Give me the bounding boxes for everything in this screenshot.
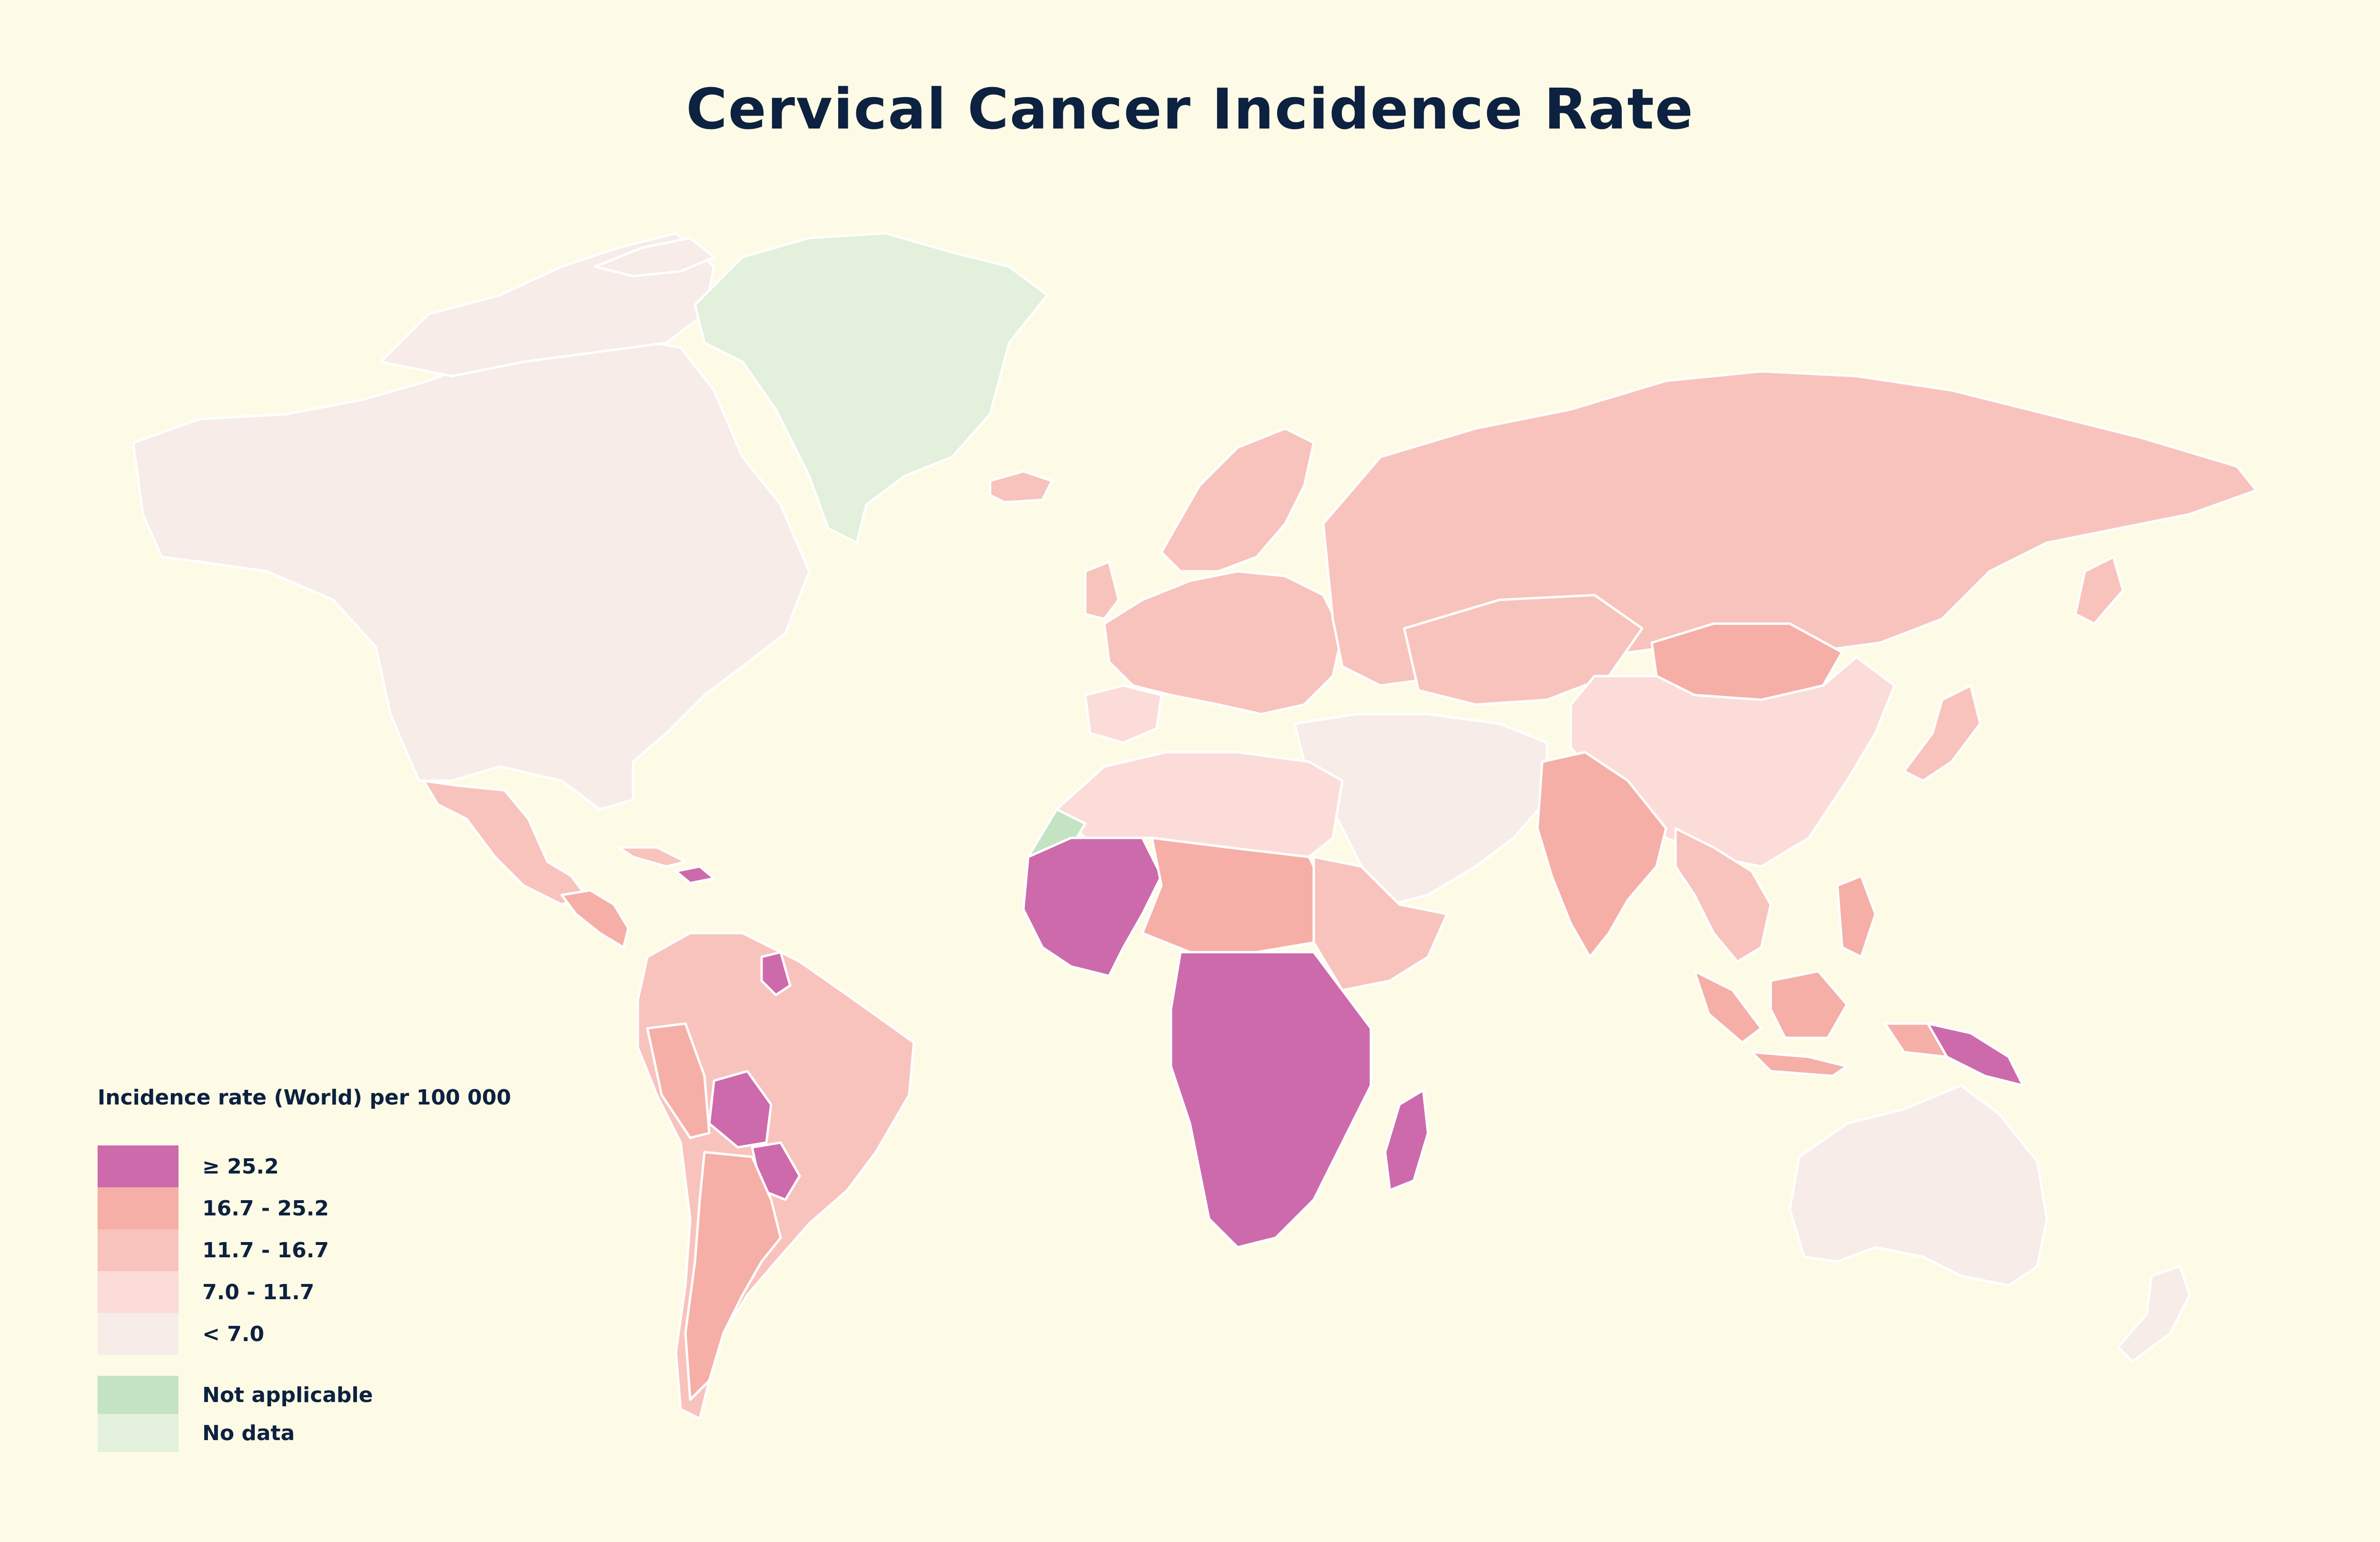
legend-label: No data (202, 1421, 295, 1445)
region-argentina (684, 1151, 782, 1401)
legend-label: 7.0 - 11.7 (202, 1280, 315, 1304)
region-iberia (1084, 684, 1163, 744)
legend-label: < 7.0 (202, 1322, 265, 1346)
region-central-south-africa (1170, 951, 1372, 1249)
region-guyana-suriname (760, 951, 792, 996)
region-uk (1084, 560, 1120, 620)
region-kamchatka (2074, 556, 2124, 625)
region-bolivia (708, 1070, 773, 1149)
region-india (1536, 751, 1667, 958)
region-europe (1103, 570, 1344, 716)
region-west-africa (1022, 836, 1163, 977)
legend-item: 7.0 - 11.7 (98, 1271, 511, 1313)
legend-swatch (98, 1414, 178, 1452)
region-middle-east (1293, 713, 1548, 906)
map-title: Cervical Cancer Incidence Rate (686, 76, 1694, 142)
legend-item: ≥ 25.2 (98, 1145, 511, 1187)
legend: Incidence rate (World) per 100 000 ≥ 25.… (98, 1085, 511, 1452)
region-greenland (694, 232, 1049, 544)
legend-label: 16.7 - 25.2 (202, 1196, 329, 1221)
region-new-zealand (2117, 1265, 2191, 1363)
region-java (1750, 1051, 1848, 1077)
legend-swatch (98, 1229, 178, 1271)
legend-item: 16.7 - 25.2 (98, 1187, 511, 1229)
region-philippines (1836, 875, 1877, 958)
legend-item: Not applicable (98, 1376, 511, 1414)
legend-item: No data (98, 1414, 511, 1452)
region-borneo (1769, 970, 1848, 1039)
region-east-africa (1312, 856, 1448, 992)
legend-swatch (98, 1376, 178, 1414)
legend-label: ≥ 25.2 (202, 1154, 279, 1179)
legend-swatch (98, 1271, 178, 1313)
legend-swatch (98, 1187, 178, 1229)
region-haiti (674, 865, 715, 885)
legend-item: 11.7 - 16.7 (98, 1229, 511, 1271)
region-japan (1903, 684, 1982, 782)
region-andes-west (646, 1022, 711, 1139)
region-iceland (989, 470, 1053, 504)
region-arctic-island-north (594, 237, 715, 278)
region-scandinavia (1160, 427, 1315, 573)
legend-title: Incidence rate (World) per 100 000 (98, 1085, 511, 1110)
region-mexico (422, 779, 587, 906)
region-new-guinea-west (1884, 1022, 1948, 1058)
region-sahel (1141, 836, 1334, 954)
region-north-america (132, 332, 811, 811)
legend-label: 11.7 - 16.7 (202, 1238, 329, 1263)
legend-swatch (98, 1313, 178, 1355)
region-australia (1788, 1084, 2048, 1287)
legend-label: Not applicable (202, 1383, 373, 1407)
legend-item: < 7.0 (98, 1313, 511, 1355)
region-sumatra (1693, 970, 1763, 1044)
region-southeast-asia (1674, 827, 1772, 963)
region-cuba (617, 846, 687, 868)
legend-swatch (98, 1145, 178, 1187)
region-central-america (560, 889, 630, 949)
region-madagascar (1384, 1089, 1429, 1192)
